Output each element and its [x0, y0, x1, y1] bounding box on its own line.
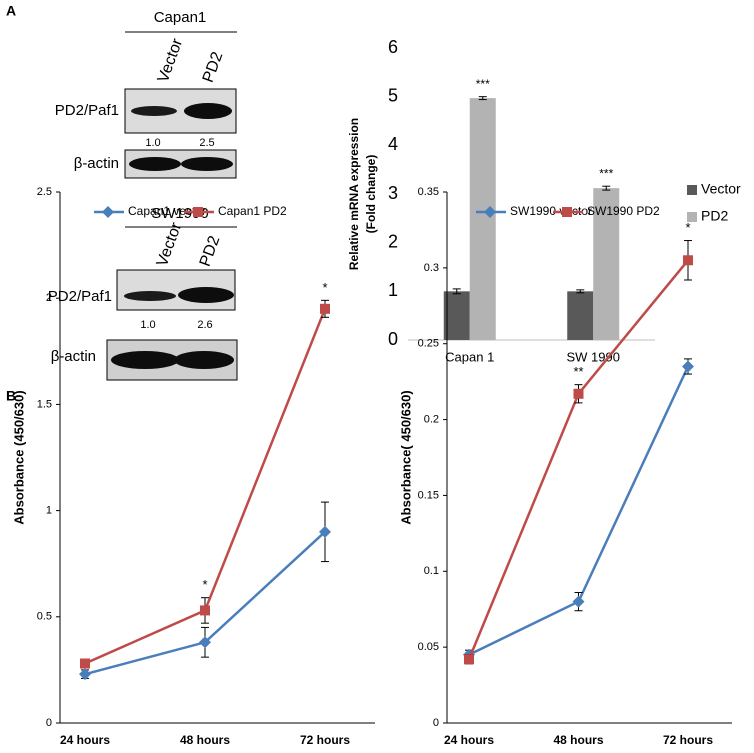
band: [174, 351, 234, 369]
quant: 1.0: [140, 319, 155, 331]
legend-marker: [102, 206, 114, 218]
legend-marker: [484, 206, 496, 218]
legend-label: Vector: [701, 181, 741, 197]
marker: [572, 595, 585, 608]
band: [124, 291, 176, 301]
legend-swatch: [687, 185, 697, 195]
legend-label: PD2: [701, 208, 728, 224]
band: [131, 106, 177, 116]
y-tick-label: 6: [388, 37, 398, 57]
y-tick-label: 0.05: [418, 641, 439, 653]
lane-label: PD2: [197, 234, 224, 269]
lane-label: PD2: [200, 50, 227, 85]
y-tick-label: 0: [433, 717, 439, 729]
marker: [320, 303, 330, 314]
quant: 2.5: [199, 137, 214, 149]
quant: 2.6: [197, 319, 212, 331]
bar: [469, 98, 496, 340]
legend-marker: [562, 207, 572, 217]
x-tick-label: 48 hours: [553, 733, 603, 747]
legend-label: SW1990 PD2: [587, 204, 660, 218]
y-tick-label: 5: [388, 85, 398, 105]
x-tick-label: Capan 1: [445, 349, 494, 364]
y-tick-label: 4: [388, 134, 398, 154]
y-tick-label: 1: [388, 280, 398, 300]
row-label: PD2/Paf1: [48, 288, 112, 305]
annotation: *: [202, 577, 207, 592]
x-tick-label: 24 hours: [60, 733, 110, 747]
legend-label: Capan1 vector: [128, 204, 206, 218]
band: [111, 351, 179, 369]
y-tick-label: 1: [46, 505, 52, 517]
y-tick-label: 2: [388, 231, 398, 251]
annotation: *: [322, 280, 327, 295]
x-tick-label: 48 hours: [180, 733, 230, 747]
x-tick-label: 72 hours: [663, 733, 713, 747]
marker: [683, 255, 693, 266]
x-tick-label: 72 hours: [300, 733, 350, 747]
marker: [79, 668, 91, 681]
marker: [464, 654, 474, 665]
row-label: β-actin: [74, 155, 119, 172]
y-tick-label: 2: [46, 292, 52, 304]
y-axis-label: Absorbance( 450/630): [398, 390, 413, 524]
row-label: β-actin: [51, 348, 96, 365]
y-tick-label: 2.5: [37, 186, 52, 198]
annotation: ***: [476, 77, 490, 91]
bar: [593, 188, 620, 340]
series-line: [468, 365, 690, 656]
lane-label: Vector: [155, 36, 187, 85]
annotation: ***: [599, 166, 613, 180]
y-tick-label: 0: [388, 329, 398, 349]
panel-label: B: [6, 388, 16, 404]
y-tick-label: 0.3: [424, 262, 439, 274]
band: [178, 287, 234, 303]
legend-swatch: [687, 212, 697, 222]
y-tick-label: 3: [388, 183, 398, 203]
marker: [80, 658, 90, 669]
x-tick-label: 24 hours: [444, 733, 494, 747]
panel-label: A: [6, 3, 16, 19]
band: [181, 157, 233, 171]
y-tick-label: 0.35: [418, 186, 439, 198]
band: [129, 157, 181, 171]
annotation: **: [573, 364, 583, 379]
quant: 1.0: [145, 137, 160, 149]
annotation: *: [685, 220, 690, 235]
blot-title: Capan1: [154, 9, 207, 26]
bar: [567, 291, 594, 340]
y-axis-label: Relative mRNA expression: [347, 118, 361, 270]
y-tick-label: 1.5: [37, 398, 52, 410]
y-tick-label: 0.1: [424, 565, 439, 577]
y-axis-label: (Fold change): [364, 155, 378, 234]
y-tick-label: 0.15: [418, 489, 439, 501]
legend-label: Capan1 PD2: [218, 204, 287, 218]
y-tick-label: 0.5: [37, 611, 52, 623]
marker: [319, 525, 331, 538]
legend-marker: [193, 207, 203, 217]
row-label: PD2/Paf1: [55, 102, 119, 119]
y-tick-label: 0.2: [424, 413, 439, 425]
marker: [573, 388, 584, 399]
bar: [443, 291, 470, 340]
marker: [199, 636, 211, 649]
y-axis-label: Absorbance (450/630): [11, 390, 26, 524]
marker: [682, 360, 694, 373]
y-tick-label: 0: [46, 717, 52, 729]
marker: [200, 605, 210, 616]
y-tick-label: 0.25: [418, 338, 439, 350]
band: [184, 103, 232, 119]
